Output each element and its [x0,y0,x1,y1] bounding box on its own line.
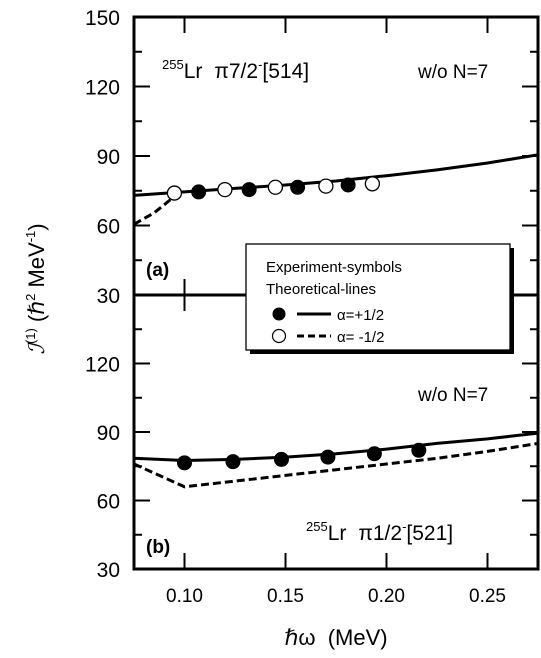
panel-b-parity: - [402,519,406,534]
panel-b-series [133,431,539,489]
panel-a-config-prefix: π7/2 [214,60,258,83]
filled-data-point-b [177,455,192,471]
x-tick-label: 0.10 [166,586,203,607]
open-data-point-a [318,178,334,194]
open-data-point-a [166,185,183,201]
theory-line-alpha-minus-b [133,441,539,489]
y-axis-label: ℐ(1)(ℏ2 MeV-1) [23,193,50,397]
y-label-close: ) [24,223,49,230]
y-tick-label-b: 60 [97,491,120,514]
x-axis-label: ℏω (MeV) [284,625,387,650]
filled-data-point-a [191,184,207,200]
x-tick-label: 0.25 [469,586,506,607]
legend-header-theory: Theoretical-lines [266,281,376,298]
legend-entry-minus: α= -1/2 [337,329,384,346]
y-tick-labels: 30 60 90 120 150 30 60 90 120 [85,7,120,582]
filled-data-point-b [273,451,289,467]
panel-a-note: w/o N=7 [417,62,488,83]
panel-a-series [133,153,539,226]
filled-data-point-a [241,182,257,198]
x-tick-label: 0.15 [267,586,304,607]
filled-data-point-b [320,449,336,465]
theory-line-alpha-minus-a [133,195,176,226]
y-tick-label-a: 30 [97,285,120,308]
y-tick-label-a: 60 [97,216,120,239]
x-tick-labels: 0.10 0.15 0.20 0.25 [166,586,506,607]
open-data-point-a [364,176,381,192]
panel-b-element: Lr [328,522,347,545]
panel-b-note: w/o N=7 [417,385,488,406]
y-label-units-tail: MeV [24,242,49,294]
panel-b-mass: 255 [306,519,328,534]
legend: Experiment-symbols Theoretical-lines α=+… [245,243,514,354]
y-tick-label-b: 30 [97,559,120,582]
legend-box [245,243,511,351]
svg-text:ℐ(1)(ℏ2 MeV-1): ℐ(1)(ℏ2 MeV-1) [23,193,50,397]
filled-data-point-a [290,179,306,195]
x-tick-label: 0.20 [368,586,405,607]
y-tick-label-a: 150 [85,7,120,30]
y-tick-label-a: 120 [85,77,120,100]
filled-data-point-b [411,442,427,458]
panel-a-parity: - [258,57,262,72]
y-label-units: (ℏ [24,301,49,322]
panel-a-label: (a) [146,260,169,281]
y-label-sup: (1) [23,328,38,344]
panel-a-mass: 255 [162,57,184,72]
y-tick-label-b: 90 [97,422,120,445]
panel-b-title: 255Lr π1/2-[521] [306,519,453,545]
legend-open-marker [271,328,287,344]
legend-header-experiment: Experiment-symbols [266,259,402,276]
filled-data-point-a [340,177,356,193]
theory-line-alpha-plus-b [133,431,539,463]
panel-b-config-prefix: π1/2 [358,522,402,545]
panel-a-element: Lr [184,60,203,83]
y-tick-label-b: 120 [85,354,120,377]
open-data-point-a [217,181,233,198]
open-data-point-a [267,179,284,195]
filled-data-point-b [225,454,241,470]
panel-b-label: (b) [146,537,170,558]
panel-a-title: 255Lr π7/2-[514] [162,57,309,83]
legend-filled-marker [272,307,286,321]
y-tick-label-a: 90 [97,146,120,169]
legend-entry-plus: α=+1/2 [337,307,384,324]
y-label-units-exp: -1 [23,231,38,243]
panel-a-nilsson: [514] [262,60,309,83]
panel-b-nilsson: [521] [406,522,453,545]
y-label-units-sup: 2 [23,294,38,301]
filled-data-point-b [366,446,382,462]
